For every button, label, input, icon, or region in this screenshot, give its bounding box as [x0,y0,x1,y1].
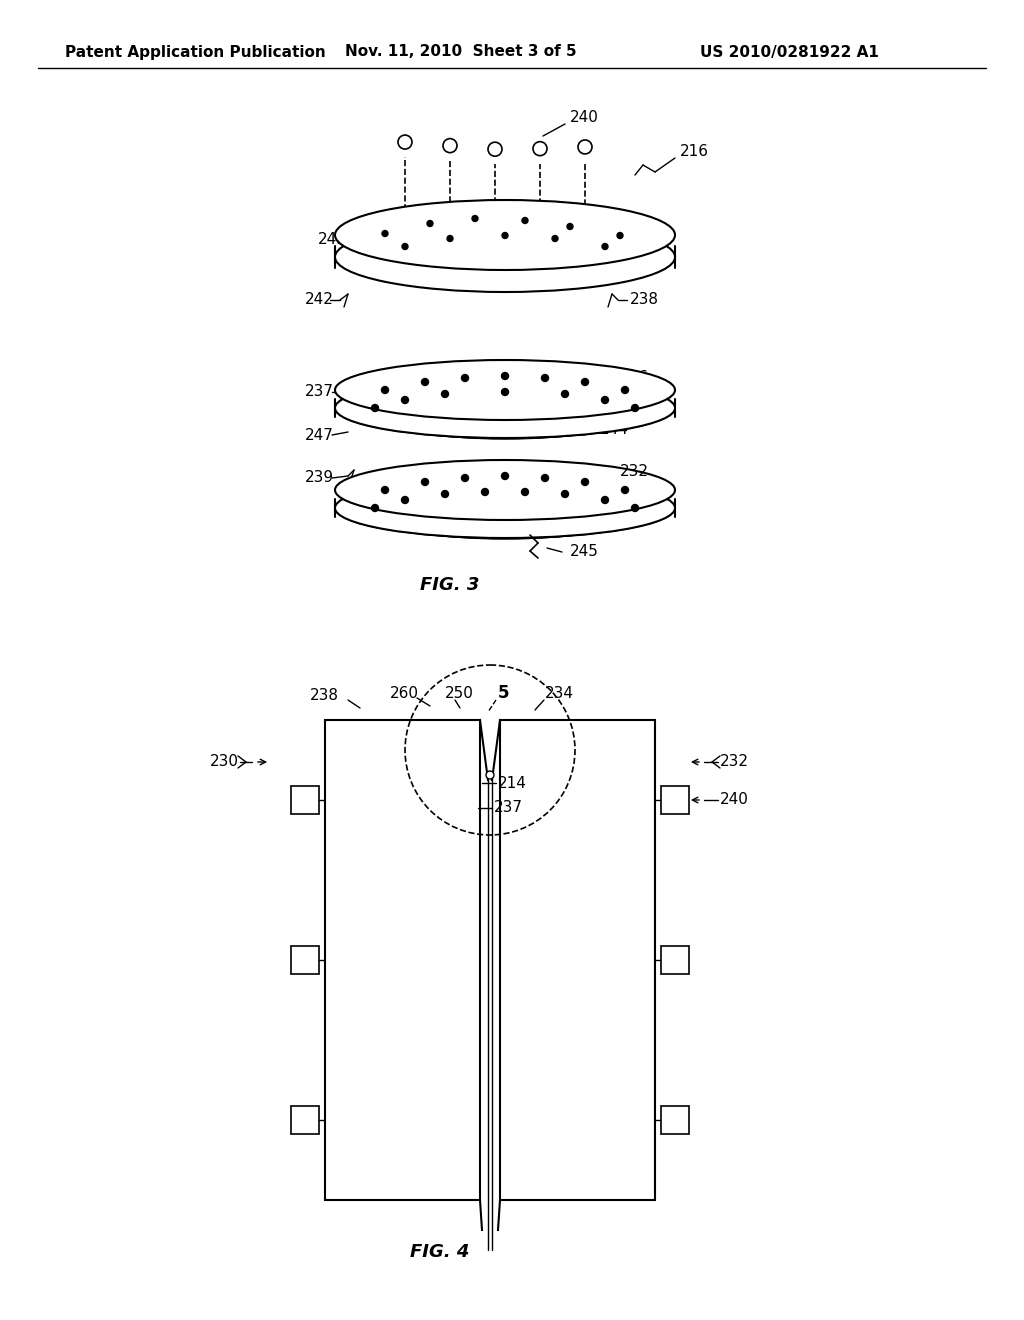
Circle shape [402,243,408,249]
Bar [662,1106,689,1134]
Circle shape [521,488,528,495]
Text: 238: 238 [630,293,659,308]
Circle shape [462,474,469,482]
Circle shape [561,391,568,397]
Text: 230: 230 [210,755,239,770]
Bar [325,719,480,1200]
Circle shape [401,496,409,503]
Circle shape [602,243,608,249]
Circle shape [601,496,608,503]
Text: Patent Application Publication: Patent Application Publication [65,45,326,59]
Text: 244: 244 [600,422,629,437]
Circle shape [522,218,528,223]
Text: US 2010/0281922 A1: US 2010/0281922 A1 [700,45,879,59]
Circle shape [552,235,558,242]
Text: 240: 240 [720,792,749,808]
Text: 232: 232 [720,755,749,770]
Circle shape [561,491,568,498]
Text: 236: 236 [620,371,649,385]
Circle shape [582,479,589,486]
Circle shape [502,372,509,380]
Circle shape [441,391,449,397]
Text: 260: 260 [390,685,419,701]
Circle shape [488,143,502,156]
Circle shape [443,139,457,153]
Circle shape [502,388,509,396]
Circle shape [382,487,388,494]
Circle shape [622,387,629,393]
Circle shape [601,396,608,404]
Circle shape [398,135,412,149]
Text: 247: 247 [305,428,334,442]
Ellipse shape [335,478,675,539]
Text: 232: 232 [620,465,649,479]
Text: 214: 214 [498,776,527,791]
Text: 216: 216 [680,144,709,160]
Text: 245: 245 [570,544,599,560]
Circle shape [502,232,508,239]
Circle shape [534,141,547,156]
Ellipse shape [335,378,675,438]
Circle shape [542,474,549,482]
Text: 242: 242 [305,293,334,308]
Circle shape [422,379,428,385]
Text: 234: 234 [545,685,574,701]
Text: 238: 238 [310,689,339,704]
Bar [662,785,689,814]
Ellipse shape [335,222,675,292]
Text: 237: 237 [305,384,334,400]
Circle shape [472,215,478,222]
Bar [662,946,689,974]
Circle shape [481,488,488,495]
Ellipse shape [335,201,675,271]
Text: Nov. 11, 2010  Sheet 3 of 5: Nov. 11, 2010 Sheet 3 of 5 [345,45,577,59]
Text: 239: 239 [305,470,334,486]
Circle shape [542,375,549,381]
Bar [500,719,655,1200]
Ellipse shape [335,459,675,520]
Text: 240: 240 [570,111,599,125]
Text: 5: 5 [498,684,510,702]
Text: 234: 234 [452,238,481,252]
Circle shape [401,396,409,404]
Circle shape [578,140,592,154]
Circle shape [582,379,589,385]
Circle shape [502,473,509,479]
Text: FIG. 4: FIG. 4 [410,1243,469,1261]
Text: 230: 230 [600,240,629,256]
Circle shape [447,235,453,242]
Circle shape [632,404,639,412]
Circle shape [632,504,639,511]
Text: FIG. 3: FIG. 3 [420,576,479,594]
Text: 243: 243 [318,232,347,248]
Circle shape [567,223,573,230]
Circle shape [422,479,428,486]
Circle shape [462,375,469,381]
Circle shape [622,487,629,494]
Bar [291,1106,319,1134]
Ellipse shape [335,360,675,420]
Bar [291,785,319,814]
Circle shape [427,220,433,227]
Circle shape [617,232,623,239]
Circle shape [382,387,388,393]
Text: 250: 250 [445,685,474,701]
Text: 237: 237 [494,800,523,816]
Circle shape [486,771,494,779]
Circle shape [382,231,388,236]
Bar [291,946,319,974]
Circle shape [372,504,379,511]
Circle shape [372,404,379,412]
Circle shape [441,491,449,498]
